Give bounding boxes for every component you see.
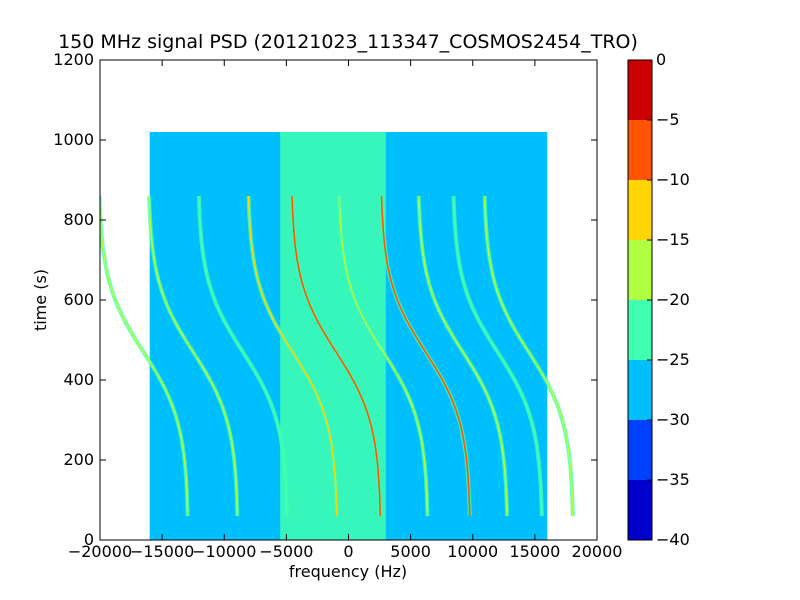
- y-tick-label: 800: [63, 210, 94, 229]
- colorbar-bin-4: [628, 300, 652, 360]
- trace-5: [418, 195, 508, 516]
- x-axis: −20000−15000−10000 −5000 0 5000 10000 15000 20…: [68, 60, 623, 561]
- colorbar-bin-2: [628, 420, 652, 480]
- x-axis-label: frequency (Hz): [289, 562, 407, 581]
- colorbar-tick-label: −10: [656, 170, 690, 189]
- colorbar-tick-label: −5: [656, 110, 680, 129]
- colorbar-tick-label: 0: [656, 50, 666, 69]
- colorbar-bin-6: [628, 180, 652, 240]
- x-tick-label: 15000: [509, 542, 560, 561]
- trace-1: [291, 195, 382, 517]
- colorbar-tick-label: −40: [656, 530, 690, 549]
- x-tick-label: 0: [343, 542, 353, 561]
- colorbar-axis: 0 −5 −10 −15 −20 −25 −30 −35 −40: [647, 50, 690, 549]
- colorbar-tick-label: −25: [656, 350, 690, 369]
- x-tick-label: −15000: [130, 542, 194, 561]
- trace-2: [380, 195, 471, 517]
- trace-7: [483, 195, 574, 517]
- trace-3: [247, 195, 338, 517]
- y-tick-label: 400: [63, 370, 94, 389]
- colorbar-tick-label: −35: [656, 470, 690, 489]
- trace-10: [100, 195, 189, 517]
- y-tick-label: 600: [63, 290, 94, 309]
- x-tick-label: 10000: [447, 542, 498, 561]
- x-tick-label: −10000: [192, 542, 256, 561]
- colorbar-bin-1: [628, 480, 652, 540]
- chart-title: 150 MHz signal PSD (20121023_113347_COSM…: [58, 31, 638, 53]
- colorbar-bin-8: [628, 60, 652, 120]
- colorbar-tick-label: −15: [656, 230, 690, 249]
- y-tick-label: 200: [63, 450, 94, 469]
- colorbar-tick-label: −20: [656, 290, 690, 309]
- y-axis-label: time (s): [31, 269, 50, 331]
- spectrogram: [100, 132, 575, 540]
- trace-6: [148, 195, 239, 517]
- trace-8: [198, 195, 288, 517]
- x-tick-label: 20000: [572, 542, 623, 561]
- trace-4: [338, 195, 429, 517]
- y-tick-label: 1000: [53, 130, 94, 149]
- y-axis: 0 200 400 600 800 1000 1200: [53, 50, 597, 549]
- colorbar-bin-7: [628, 120, 652, 180]
- x-tick-label: −5000: [259, 542, 313, 561]
- y-tick-label: 0: [84, 530, 94, 549]
- heatmap-center-band: [280, 132, 386, 540]
- x-tick-label: −20000: [68, 542, 132, 561]
- colorbar-bin-5: [628, 240, 652, 300]
- x-tick-label: 5000: [390, 542, 431, 561]
- y-tick-label: 1200: [53, 50, 94, 69]
- colorbar-tick-label: −30: [656, 410, 690, 429]
- colorbar-bin-3: [628, 360, 652, 420]
- trace-9: [452, 195, 543, 517]
- colorbar: [628, 60, 652, 540]
